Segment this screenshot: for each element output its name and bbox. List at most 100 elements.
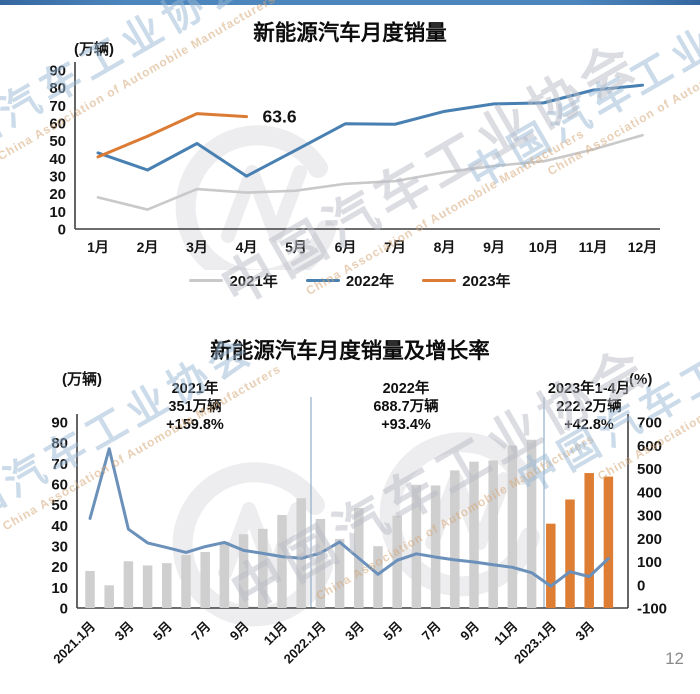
y-tick-label-right: 400 bbox=[637, 484, 662, 501]
y-tick-label-right: 200 bbox=[637, 531, 662, 548]
chart1-legend: 2021年 2022年 2023年 bbox=[0, 270, 700, 291]
series-2021年 bbox=[96, 133, 644, 211]
top-accent-bar bbox=[0, 0, 700, 5]
legend-swatch-2023 bbox=[422, 278, 457, 283]
x-tick-label: 3月 bbox=[112, 619, 137, 644]
x-tick-label: 9月 bbox=[483, 239, 505, 255]
annotation-2023-growth: +42.8% bbox=[564, 416, 614, 433]
y-tick-label: 30 bbox=[49, 169, 66, 186]
y-tick-label-right: -100 bbox=[637, 601, 667, 618]
x-tick-label: 10月 bbox=[529, 239, 559, 255]
x-tick-label: 8月 bbox=[434, 239, 456, 255]
x-tick-label: 2021.1月 bbox=[50, 619, 98, 667]
sales-bar bbox=[411, 484, 422, 608]
y-tick-label-left: 60 bbox=[51, 477, 68, 494]
x-tick-label: 11月 bbox=[491, 619, 521, 649]
annotation-2023-block: 2023年1-4月 222.2万辆 +42.8% bbox=[523, 381, 655, 435]
y-tick-label-right: 300 bbox=[637, 508, 662, 525]
chart2-title: 新能源汽车月度销量及增长率 bbox=[210, 339, 490, 363]
ghost-logo-icon bbox=[221, 165, 307, 243]
y-tick-label-right: 500 bbox=[637, 461, 662, 478]
y-tick-label-left: 90 bbox=[51, 415, 68, 432]
legend-item-2022: 2022年 bbox=[305, 270, 395, 291]
ghost-logo-icon bbox=[172, 462, 333, 627]
y-tick-label: 90 bbox=[49, 63, 66, 80]
annotation-2022-growth: +93.4% bbox=[381, 416, 431, 433]
chart2-unit-left-label: (万辆) bbox=[62, 371, 102, 388]
y-tick-label: 40 bbox=[49, 151, 66, 168]
y-tick-label: 80 bbox=[49, 80, 66, 97]
annotation-2023-total: 222.2万辆 bbox=[556, 398, 622, 415]
y-tick-label-left: 30 bbox=[51, 539, 68, 556]
y-tick-label: 50 bbox=[49, 133, 66, 150]
x-tick-label: 2023.1月 bbox=[511, 619, 559, 667]
x-tick-label: 5月 bbox=[285, 239, 307, 255]
ghost-logo-icon bbox=[175, 125, 336, 270]
sales-bar bbox=[315, 518, 326, 608]
annotation-2021-total: 351万辆 bbox=[168, 398, 222, 415]
sales-bar bbox=[296, 498, 306, 608]
sales-bar bbox=[546, 523, 556, 608]
series-2022年 bbox=[96, 83, 644, 178]
annotation-2021-growth: +159.8% bbox=[166, 416, 224, 433]
sales-bar bbox=[85, 571, 95, 608]
legend-label-2023: 2023年 bbox=[462, 273, 511, 290]
chart2-unit-right-label: (%) bbox=[629, 371, 653, 388]
x-tick-label: 3月 bbox=[186, 239, 208, 255]
data-label: 63.6 bbox=[263, 107, 297, 127]
y-tick-label-left: 20 bbox=[51, 559, 68, 576]
x-tick-label: 6月 bbox=[335, 239, 357, 255]
x-tick-label: 9月 bbox=[457, 619, 482, 644]
chart1-unit-label: (万辆) bbox=[74, 41, 114, 58]
sales-bar bbox=[258, 528, 268, 608]
sales-bar bbox=[277, 515, 287, 608]
y-tick-label: 70 bbox=[49, 98, 66, 115]
sales-bar bbox=[334, 538, 345, 608]
y-tick-label-right: 100 bbox=[637, 554, 662, 571]
y-tick-label-left: 10 bbox=[51, 580, 68, 597]
sales-bar bbox=[238, 534, 249, 608]
annotation-2021-block: 2021年 351万辆 +159.8% bbox=[129, 381, 261, 435]
legend-label-2022: 2022年 bbox=[345, 273, 395, 290]
monthly-sales-growth-chart: 0 10 20 30 40 50 60 70 80 90 -100 0 100 200 300 400 500 6… bbox=[50, 397, 667, 667]
y-tick-label-right: 700 bbox=[637, 415, 662, 432]
annotation-2022-year: 2022年 bbox=[382, 381, 430, 397]
y-tick-label: 20 bbox=[49, 186, 66, 203]
growth-line bbox=[88, 447, 610, 588]
x-tick-label: 2022.1月 bbox=[281, 619, 329, 667]
sales-bar bbox=[526, 439, 537, 608]
sales-bar bbox=[200, 551, 210, 608]
x-tick-label: 4月 bbox=[236, 239, 258, 255]
y-tick-label-left: 70 bbox=[51, 456, 68, 473]
x-tick-label: 11月 bbox=[579, 239, 608, 255]
sales-bar bbox=[507, 445, 518, 608]
y-tick-label-right: 600 bbox=[637, 438, 662, 455]
sales-bar bbox=[219, 541, 230, 608]
legend-label-2021: 2021年 bbox=[229, 273, 278, 290]
annotation-2022-block: 2022年 688.7万辆 +93.4% bbox=[340, 381, 472, 435]
x-tick-label: 1月 bbox=[87, 239, 109, 255]
sales-bar bbox=[584, 473, 594, 608]
x-tick-label: 3月 bbox=[342, 619, 367, 644]
x-tick-label: 7月 bbox=[419, 619, 444, 644]
sales-bar bbox=[373, 546, 383, 608]
x-tick-label: 5月 bbox=[150, 619, 175, 644]
y-tick-label-left: 0 bbox=[60, 601, 68, 618]
sales-bar bbox=[565, 499, 575, 608]
sales-bar bbox=[142, 565, 153, 608]
sales-bar bbox=[162, 563, 172, 608]
y-tick-label: 0 bbox=[58, 222, 66, 239]
series-2023年 bbox=[96, 112, 248, 159]
annotation-2023-year: 2023年1-4月 bbox=[547, 381, 631, 397]
y-tick-label: 60 bbox=[49, 116, 66, 133]
x-tick-label: 7月 bbox=[384, 239, 406, 255]
x-tick-label: 2月 bbox=[137, 239, 159, 255]
sales-bar bbox=[181, 555, 191, 608]
sales-bar bbox=[469, 461, 479, 608]
y-tick-label: 10 bbox=[49, 204, 66, 221]
y-tick-label-left: 80 bbox=[51, 435, 68, 452]
legend-swatch-2021 bbox=[189, 278, 224, 283]
legend-item-2023: 2023年 bbox=[422, 270, 511, 291]
y-tick-label-left: 50 bbox=[51, 497, 68, 514]
